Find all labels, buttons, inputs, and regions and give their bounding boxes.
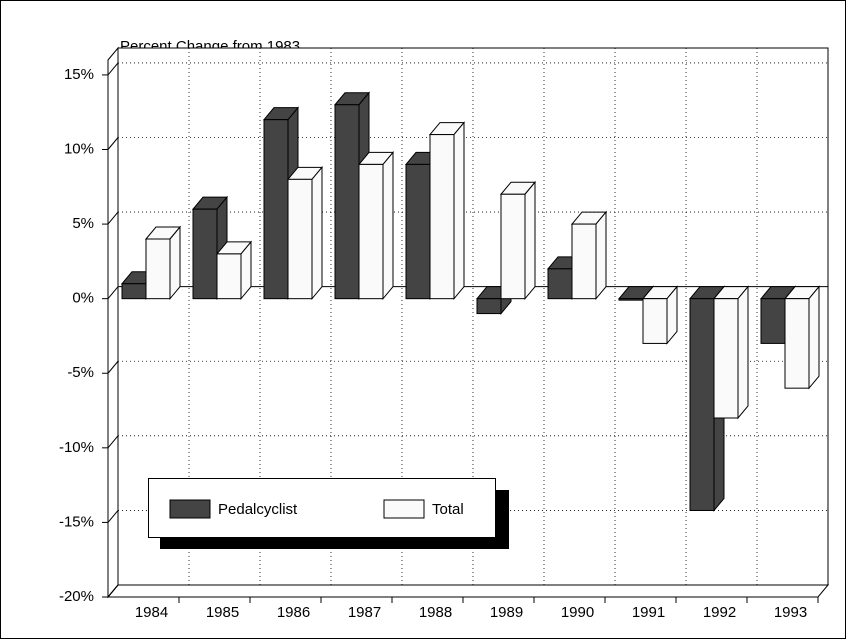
x-tick-label: 1985 xyxy=(206,604,239,621)
bar-front xyxy=(216,253,242,300)
y-tick-label: -5% xyxy=(67,364,94,381)
bar xyxy=(641,285,679,345)
legend-label: Pedalcyclist xyxy=(218,501,298,518)
bar-front xyxy=(263,119,289,300)
x-tick-label: 1987 xyxy=(348,604,381,621)
x-tick-label: 1992 xyxy=(703,604,736,621)
bar-side xyxy=(311,165,323,301)
bar-side xyxy=(453,121,465,301)
side-grid-line xyxy=(107,584,119,598)
side-grid-line xyxy=(107,360,119,374)
bar xyxy=(783,285,821,390)
y-tick-label: -15% xyxy=(59,513,94,530)
side-grid-line xyxy=(107,510,119,523)
side-grid-line xyxy=(107,286,119,299)
bar-front xyxy=(571,223,597,300)
x-tick-label: 1989 xyxy=(490,604,523,621)
bar-front xyxy=(405,163,431,300)
y-tick-label: 15% xyxy=(64,66,94,83)
y-tick-label: 5% xyxy=(72,215,94,232)
bar-front xyxy=(334,104,360,300)
legend-label: Total xyxy=(432,501,464,518)
side-wall xyxy=(107,46,119,599)
x-tick-label: 1988 xyxy=(419,604,452,621)
bar-front xyxy=(429,134,455,300)
bar xyxy=(499,180,537,301)
bar-side xyxy=(595,210,607,301)
bar-side xyxy=(808,285,820,390)
bar xyxy=(428,121,466,301)
bar-front xyxy=(760,298,786,344)
bar-front xyxy=(713,298,739,419)
bar-front xyxy=(358,163,384,300)
x-tick-label: 1991 xyxy=(632,604,665,621)
bar xyxy=(357,151,395,301)
side-grid-line xyxy=(107,211,119,225)
floor xyxy=(106,584,830,598)
x-tick-label: 1986 xyxy=(277,604,310,621)
y-tick-label: -20% xyxy=(59,588,94,605)
bar xyxy=(191,195,229,301)
x-tick-label: 1990 xyxy=(561,604,594,621)
side-grid-line xyxy=(107,137,119,150)
bar-front xyxy=(145,238,171,300)
bar xyxy=(144,225,182,301)
bar-front xyxy=(121,283,147,300)
bar-front xyxy=(287,178,313,300)
bar-front xyxy=(476,298,502,315)
bar xyxy=(712,285,750,420)
y-tick-label: 0% xyxy=(72,290,94,307)
bar-front xyxy=(192,208,218,300)
bar-front xyxy=(642,298,668,344)
bar xyxy=(215,240,253,301)
bar-side xyxy=(169,225,181,301)
y-tick-label: 10% xyxy=(64,140,94,157)
bar-front xyxy=(689,298,715,511)
bar-front xyxy=(500,193,526,300)
bar-side xyxy=(737,285,749,420)
bar-front xyxy=(618,298,644,301)
x-tick-label: 1984 xyxy=(135,604,168,621)
x-tick-label: 1993 xyxy=(774,604,807,621)
bar xyxy=(286,165,324,301)
bar-front xyxy=(547,268,573,300)
bar-side xyxy=(524,180,536,301)
side-grid-line xyxy=(107,62,119,76)
bar-side xyxy=(382,151,394,301)
bar xyxy=(570,210,608,301)
y-tick-label: -10% xyxy=(59,439,94,456)
legend-swatch xyxy=(383,499,425,519)
bar-front xyxy=(784,298,810,389)
legend-swatch xyxy=(169,499,211,519)
side-grid-line xyxy=(107,435,119,449)
